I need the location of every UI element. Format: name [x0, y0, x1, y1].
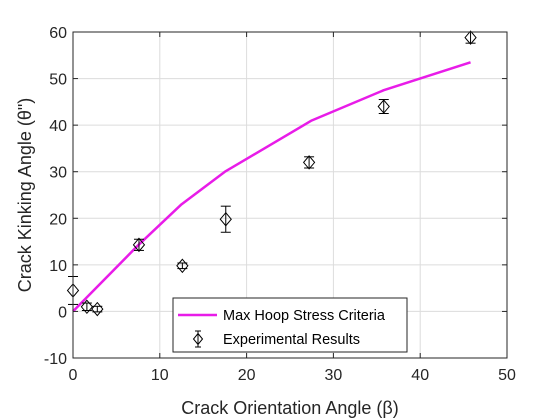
- x-tick-label: 10: [151, 367, 169, 384]
- y-tick-label: -10: [44, 351, 67, 368]
- y-tick-label: 50: [49, 72, 67, 89]
- legend-errorbar-swatch: [192, 330, 204, 348]
- y-tick-label: 10: [49, 258, 67, 275]
- data-point-diamond: [91, 301, 104, 317]
- data-point-diamond: [80, 299, 94, 315]
- y-axis-title: Crack Kinking Angle (θ"): [15, 98, 35, 292]
- legend-label-model: Max Hoop Stress Criteria: [223, 308, 386, 324]
- plot-frame: [72, 31, 508, 359]
- data-point-diamond: [219, 211, 232, 227]
- data-point-diamond: [132, 237, 146, 253]
- data-point-diamond: [464, 30, 477, 45]
- x-tick-label: 30: [325, 367, 343, 384]
- legend-label-experimental: Experimental Results: [223, 332, 360, 348]
- data-point-diamond: [176, 258, 189, 274]
- x-tick-label: 20: [238, 367, 256, 384]
- model-line: [72, 61, 471, 313]
- y-tick-label: 40: [49, 118, 67, 135]
- data-point-diamond: [302, 155, 316, 170]
- x-tick-label: 50: [498, 367, 516, 384]
- series-layer: [66, 30, 477, 317]
- legend-box: [172, 297, 408, 353]
- y-tick-label: 0: [58, 304, 67, 321]
- x-axis-title: Crack Orientation Angle (β): [181, 398, 398, 418]
- x-tick-label: 0: [69, 367, 78, 384]
- y-tick-label: 60: [49, 25, 67, 42]
- y-tick-label: 20: [49, 211, 67, 228]
- x-tick-label: 40: [411, 367, 429, 384]
- data-point-diamond: [377, 99, 390, 114]
- y-tick-label: 30: [49, 165, 67, 182]
- legend: Max Hoop Stress Criteria Experimental Re…: [172, 297, 408, 353]
